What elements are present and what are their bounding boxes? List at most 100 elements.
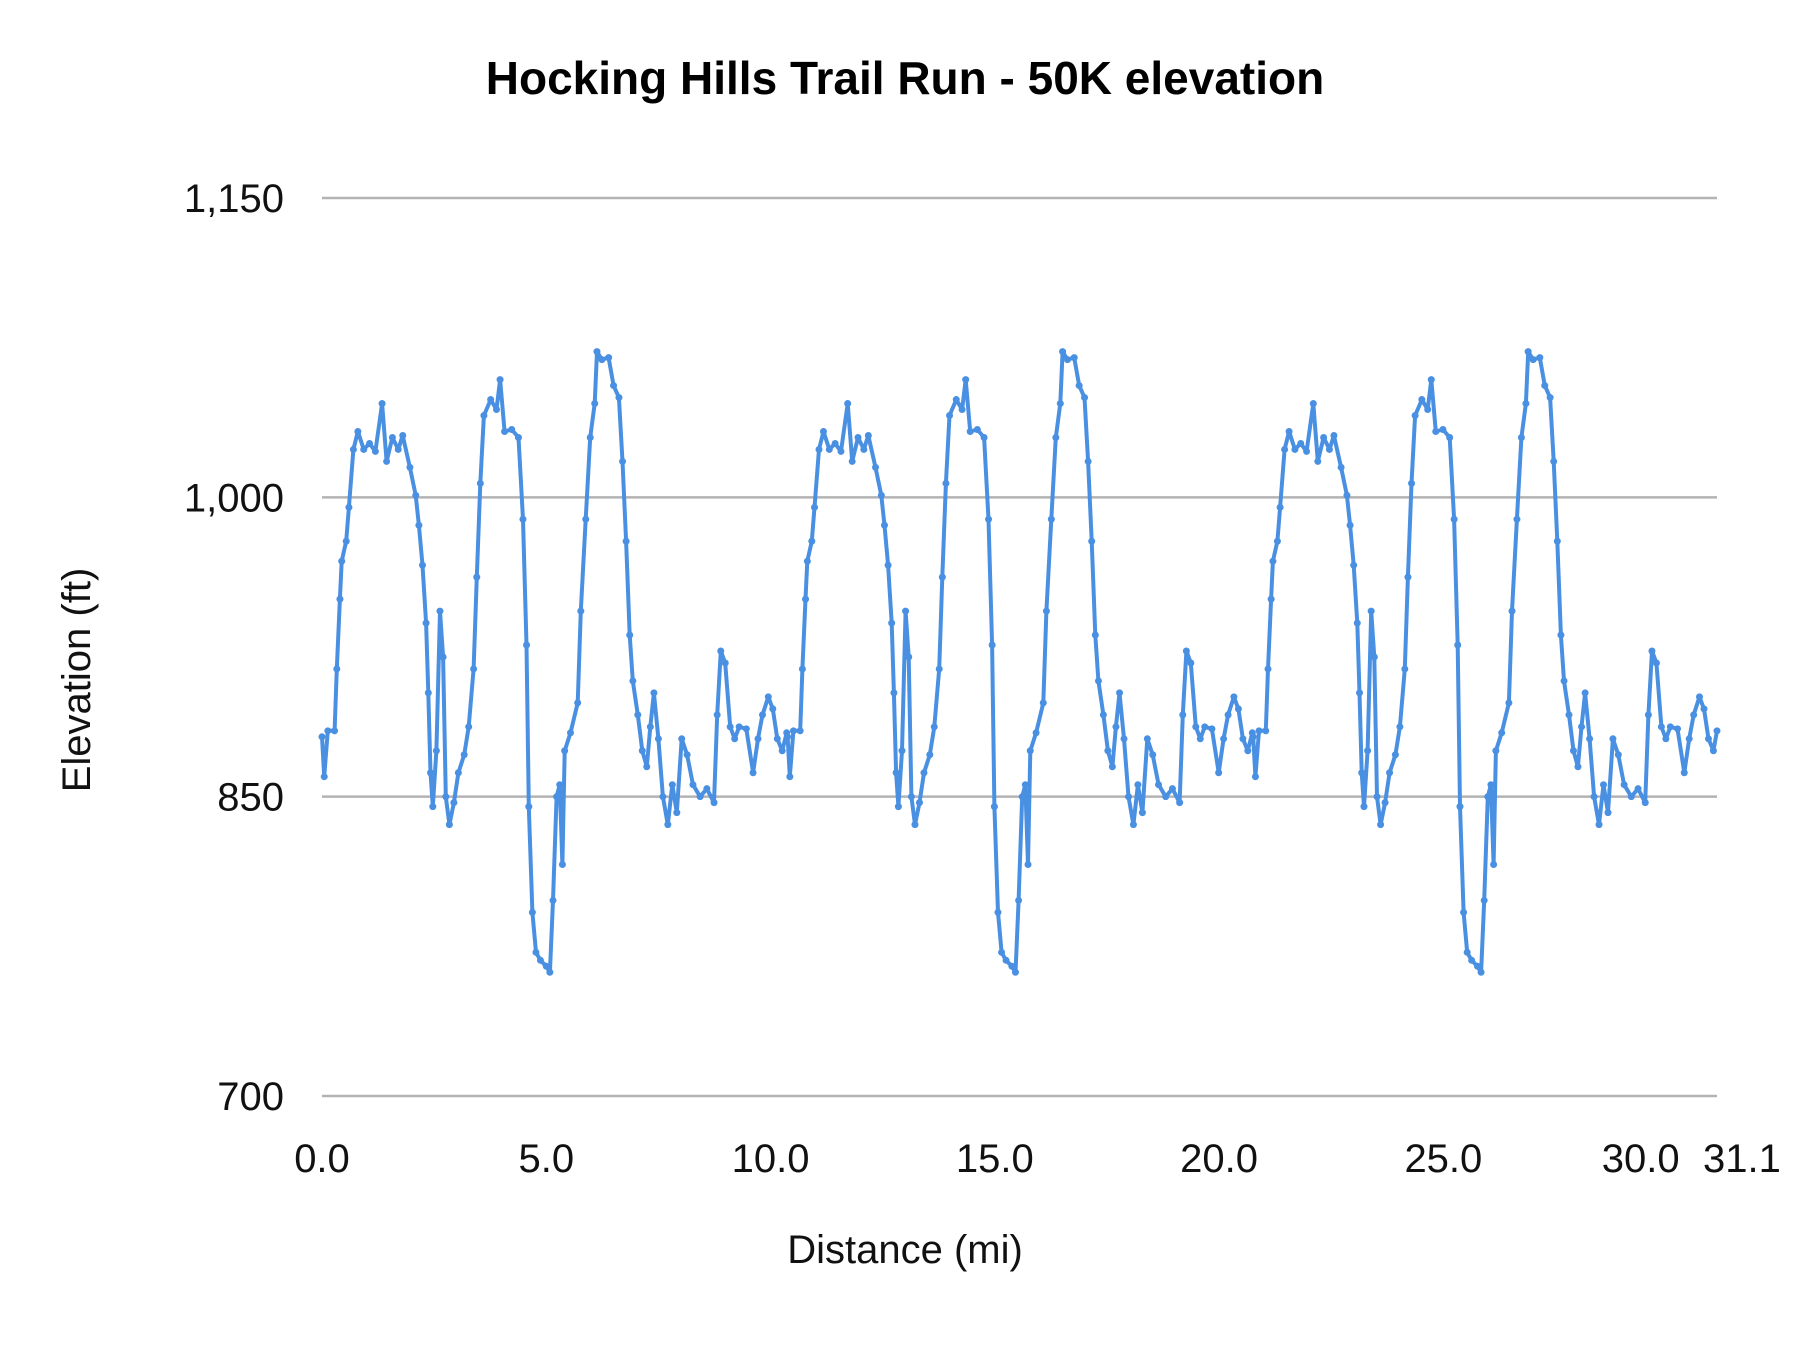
data-point	[450, 799, 458, 807]
data-point	[1408, 479, 1416, 487]
data-point	[819, 427, 827, 435]
data-point	[415, 521, 423, 529]
data-point	[1187, 659, 1195, 667]
data-point	[1456, 803, 1464, 811]
data-point	[764, 693, 772, 701]
data-point	[465, 723, 473, 731]
data-point	[1104, 747, 1112, 755]
data-point	[1666, 723, 1674, 731]
data-point	[1325, 445, 1333, 453]
data-point	[1696, 693, 1704, 701]
data-point	[1418, 396, 1426, 404]
data-point	[418, 561, 426, 569]
chart-title: Hocking Hills Trail Run - 50K elevation	[486, 52, 1324, 104]
data-point	[1411, 412, 1419, 420]
data-point	[894, 803, 902, 811]
data-point	[1492, 747, 1500, 755]
data-point	[610, 382, 618, 390]
data-point	[1230, 693, 1238, 701]
data-point	[1360, 803, 1368, 811]
data-point	[1094, 677, 1102, 685]
data-point	[890, 689, 898, 697]
data-point	[1249, 733, 1257, 741]
data-point	[696, 793, 704, 801]
data-point	[1015, 896, 1023, 904]
y-tick-labels: 700 850 1,000 1,150	[184, 177, 284, 1119]
data-point	[786, 773, 794, 781]
data-point	[1224, 711, 1232, 719]
data-point	[673, 809, 681, 817]
data-point	[558, 861, 566, 869]
data-point	[1709, 747, 1717, 755]
data-point	[1297, 439, 1305, 447]
data-point	[938, 573, 946, 581]
data-point	[1454, 641, 1462, 649]
data-point	[1143, 735, 1151, 743]
data-point	[1196, 735, 1204, 743]
data-point	[460, 751, 468, 759]
data-point	[1201, 723, 1209, 731]
data-point	[1337, 463, 1345, 471]
data-point	[952, 396, 960, 404]
data-point	[634, 711, 642, 719]
x-tick-label: 10.0	[732, 1137, 810, 1181]
data-point	[1648, 647, 1656, 655]
data-point	[1162, 793, 1170, 801]
data-point	[542, 962, 550, 970]
data-point	[1309, 400, 1317, 408]
data-point	[1314, 457, 1322, 465]
data-point	[366, 439, 374, 447]
data-point	[1269, 557, 1277, 565]
data-point	[1614, 751, 1622, 759]
data-point	[848, 457, 856, 465]
data-point	[1116, 689, 1124, 697]
data-point	[1208, 725, 1216, 733]
data-point	[1179, 711, 1187, 719]
data-point	[528, 908, 536, 916]
data-point	[338, 557, 346, 565]
gridlines	[322, 196, 1717, 1098]
data-point	[905, 653, 913, 661]
data-point	[1674, 725, 1682, 733]
data-point	[1155, 781, 1163, 789]
y-tick-label: 1,150	[184, 177, 284, 221]
data-point	[432, 747, 440, 755]
data-point	[898, 747, 906, 755]
data-point	[1541, 382, 1549, 390]
data-point	[973, 425, 981, 433]
data-point	[1244, 747, 1252, 755]
data-point	[1490, 861, 1498, 869]
data-point	[1134, 781, 1142, 789]
data-point	[1285, 427, 1293, 435]
elevation-series	[318, 348, 1721, 976]
data-point	[436, 607, 444, 615]
data-point	[388, 433, 396, 441]
data-point	[703, 785, 711, 793]
data-point	[1176, 799, 1184, 807]
data-point	[619, 457, 627, 465]
data-point	[1008, 962, 1016, 970]
data-point	[1070, 354, 1078, 362]
data-point	[1700, 705, 1708, 713]
data-point	[424, 689, 432, 697]
data-point	[803, 557, 811, 565]
data-point	[998, 948, 1006, 956]
data-point	[622, 537, 630, 545]
data-point	[990, 803, 998, 811]
data-point	[1373, 793, 1381, 801]
data-point	[659, 793, 667, 801]
data-point	[1590, 793, 1598, 801]
data-point	[1620, 781, 1628, 789]
data-point	[902, 607, 910, 615]
data-point	[1446, 433, 1454, 441]
x-tick-label: 30.0	[1602, 1137, 1680, 1181]
data-point	[920, 769, 928, 777]
data-point	[1018, 793, 1026, 801]
data-point	[668, 781, 676, 789]
data-point	[880, 521, 888, 529]
data-point	[1129, 821, 1137, 829]
data-point	[429, 803, 437, 811]
data-point	[593, 348, 601, 356]
data-point	[1652, 659, 1660, 667]
